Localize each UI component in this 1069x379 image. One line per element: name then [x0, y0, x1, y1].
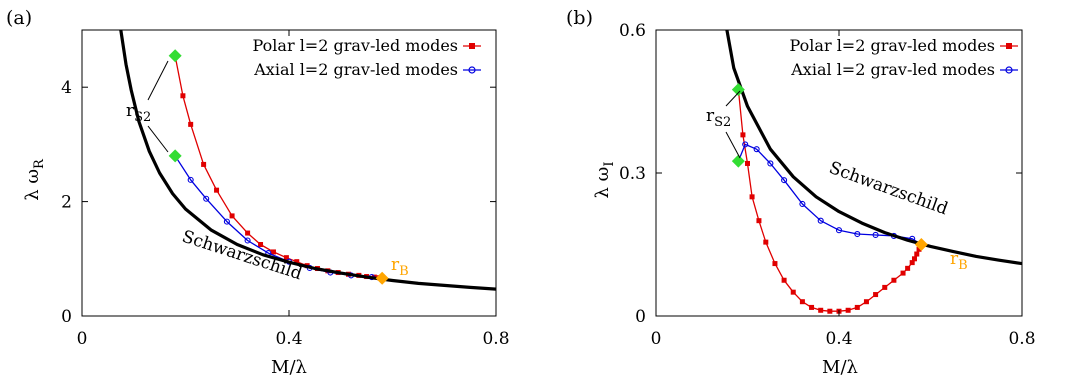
panel-b-polar-point: [905, 266, 910, 271]
panel-a-ytick-label: 4: [61, 78, 72, 98]
panel-a-legend-polar-marker: [469, 43, 475, 49]
panel-b-polar-point: [750, 194, 755, 199]
panel-b-rs2-sub: S2: [714, 115, 731, 130]
panel-a-xlabel: M/λ: [271, 357, 307, 378]
panel-b-polar-point: [818, 308, 823, 313]
panel-b-schwarzschild-label: Schwarzschild: [826, 158, 950, 220]
panel-a-legend-axial: Axial l=2 grav-led modes: [253, 60, 458, 79]
panel-b-xtick-label: 0.4: [825, 329, 852, 349]
panel-b-polar-point: [864, 299, 869, 304]
panel-b-ytick-label: 0: [635, 307, 646, 327]
panel-a-special-point-rb: [376, 272, 389, 285]
panel-b-polar-point: [901, 271, 906, 276]
panel-b-legend-axial: Axial l=2 grav-led modes: [790, 60, 995, 79]
panel-a-rb-label: rB: [391, 255, 409, 279]
panel-a-ytick-label: 2: [61, 193, 72, 213]
panel-b-polar-point: [772, 261, 777, 266]
svg-text:λ ωR: λ ωR: [22, 158, 47, 201]
panel-b-xtick-label: 0.8: [1008, 329, 1035, 349]
panel-a-polar-point: [245, 231, 250, 236]
panel-b-polar-point: [809, 305, 814, 310]
panel-b-rb-sub: B: [958, 258, 968, 273]
panel-b-polar-point: [740, 132, 745, 137]
panel-b-xlabel: M/λ: [822, 357, 858, 378]
panel-a-legend-polar: Polar l=2 grav-led modes: [253, 36, 458, 55]
panel-a-ylabel-main: λ ω: [22, 169, 43, 201]
panel-a-rs2-label: rS2: [126, 101, 151, 125]
panel-a-polar-point: [201, 162, 206, 167]
panel-a-ylabel-sub: R: [32, 158, 47, 169]
panel-b-legend-polar: Polar l=2 grav-led modes: [790, 36, 995, 55]
panel-b-ylabel: λ ωI: [592, 162, 617, 199]
panel-a-rs2-arrow-upper: [148, 61, 168, 100]
panel-b-rs2-arrow-lower: [726, 132, 740, 158]
panel-a-ytick-label: 0: [61, 307, 72, 327]
panel-a-special-point-rs2-1: [169, 149, 182, 162]
panel-a-xtick-label: 0.4: [275, 329, 302, 349]
panel-b-polar-point: [756, 218, 761, 223]
panel-b-polar-point: [782, 278, 787, 283]
panel-b-polar-point: [882, 285, 887, 290]
panel-a-label: (a): [6, 7, 32, 29]
panel-a-polar-point: [188, 122, 193, 127]
panel-a-rs2-sub: S2: [134, 110, 151, 125]
panel-a-rb-sub: B: [399, 264, 409, 279]
panel-a-polar-point: [230, 213, 235, 218]
panel-a-xtick-label: 0.8: [482, 329, 509, 349]
panel-b-ylabel-main: λ ω: [592, 167, 613, 199]
panel-b-special-point-rs2-1: [732, 155, 745, 168]
panel-b-polar-point: [891, 278, 896, 283]
svg-text:λ ωI: λ ωI: [592, 162, 617, 199]
panel-b-rs2-label: rS2: [706, 106, 731, 130]
panel-b-ytick-label: 0.6: [619, 21, 646, 41]
panel-b-polar-point: [800, 299, 805, 304]
panel-a-ylabel: λ ωR: [22, 158, 47, 201]
panel-b-ylabel-sub: I: [602, 162, 617, 167]
panel-b: (b) λ ωI M/λ 0 0.4 0.8 0 0.3 0.6 Polar l=2 gr…: [566, 7, 1036, 378]
panel-a-polar-point: [180, 93, 185, 98]
panel-b-label: (b): [566, 7, 593, 29]
panel-b-legend: Polar l=2 grav-led modes Axial l=2 grav-…: [790, 36, 1018, 79]
panel-a-xtick-label: 0: [77, 329, 88, 349]
panel-b-polar-point: [846, 308, 851, 313]
panel-a-rs2-arrow-lower: [148, 126, 168, 152]
panel-a-polar-point: [258, 242, 263, 247]
panel-a-polar-point: [214, 188, 219, 193]
panel-a-legend: Polar l=2 grav-led modes Axial l=2 grav-…: [253, 36, 481, 79]
panel-b-rs2-arrow-upper: [726, 91, 740, 106]
panel-b-polar-point: [912, 256, 917, 261]
panel-a: (a) λ ωR M/λ 0 0.4 0.8 0 2 4 Polar l=2 grav-l…: [6, 7, 510, 378]
panel-b-polar-point: [763, 240, 768, 245]
panel-b-ytick-label: 0.3: [619, 164, 646, 184]
panel-b-polar-point: [855, 305, 860, 310]
panel-b-polar-point: [827, 309, 832, 314]
panel-b-polar-point: [873, 292, 878, 297]
panel-b-legend-polar-marker: [1006, 43, 1012, 49]
panel-b-xtick-label: 0: [651, 329, 662, 349]
panel-b-polar-point: [914, 252, 919, 257]
panel-b-polar-point: [745, 161, 750, 166]
panel-b-polar-point: [791, 290, 796, 295]
panel-a-special-point-rs2-0: [169, 49, 182, 62]
